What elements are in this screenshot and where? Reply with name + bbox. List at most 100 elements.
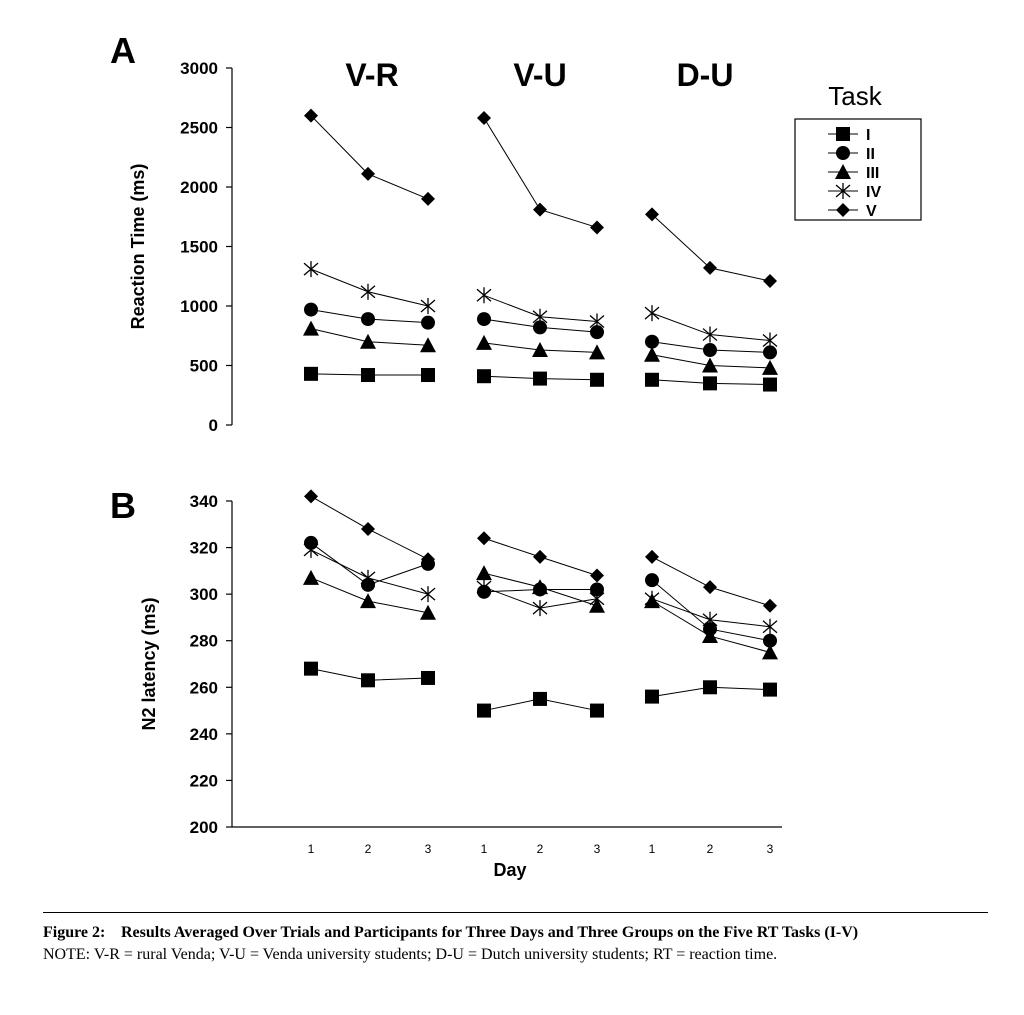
series-IV-point — [762, 332, 778, 349]
series-II-point — [477, 312, 491, 327]
y-tick-label: 240 — [190, 725, 218, 744]
group-label: V-R — [345, 57, 398, 93]
x-tick-label: 1 — [308, 842, 315, 856]
series-V-point — [703, 260, 717, 275]
series-II-point — [763, 345, 777, 360]
y-tick-label: 500 — [190, 357, 218, 376]
series-I-point — [703, 680, 717, 695]
series-II-point — [533, 320, 547, 335]
series-IV-line — [651, 312, 771, 342]
x-tick-label: 3 — [767, 842, 774, 856]
series-I-point — [763, 377, 777, 392]
series-IV-point — [303, 541, 319, 558]
y-tick-label: 320 — [190, 539, 218, 558]
series-V-point — [533, 202, 547, 217]
series-II-point — [645, 334, 659, 349]
series-I-point — [421, 368, 435, 383]
y-tick-label: 2500 — [180, 119, 218, 138]
legend-marker-V — [836, 203, 850, 217]
series-III-point — [476, 565, 492, 581]
legend-label: I — [866, 127, 870, 144]
series-V-line — [310, 115, 429, 200]
series-V-point — [477, 110, 491, 125]
legend-box — [794, 118, 922, 221]
series-III-point — [702, 628, 718, 644]
series-I-point — [533, 371, 547, 386]
series-III-point — [360, 593, 376, 609]
series-IV-point — [589, 313, 605, 330]
series-IV-point — [702, 326, 718, 343]
series-II-point — [421, 315, 435, 330]
y-tick-label: 260 — [190, 678, 218, 697]
x-tick-label: 1 — [481, 842, 488, 856]
series-III-point — [303, 320, 319, 336]
series-I-point — [361, 673, 375, 688]
series-V-point — [477, 531, 491, 546]
series-III-point — [762, 359, 778, 375]
y-tick-label: 2000 — [180, 178, 218, 197]
series-IV-point — [420, 298, 436, 314]
series-I-point — [645, 372, 659, 387]
series-V-point — [304, 108, 318, 123]
series-IV-point — [420, 586, 436, 603]
series-V-point — [763, 598, 777, 613]
series-III-point — [589, 344, 605, 360]
series-III-point — [702, 357, 718, 373]
series-II-point — [763, 633, 777, 648]
series-IV-point — [476, 579, 492, 596]
panel-label: A — [110, 30, 136, 71]
series-I-point — [421, 670, 435, 685]
series-I-point — [477, 369, 491, 384]
series-II-point — [361, 312, 375, 327]
series-V-point — [304, 489, 318, 504]
series-IV-point — [360, 569, 376, 586]
series-III-point — [532, 342, 548, 358]
x-tick-label: 1 — [649, 842, 656, 856]
series-I-point — [533, 691, 547, 706]
x-tick-label: 3 — [425, 842, 432, 856]
y-tick-label: 280 — [190, 632, 218, 651]
series-IV-point — [644, 305, 660, 322]
series-II-point — [304, 302, 318, 317]
series-IV-point — [532, 600, 548, 617]
figure-note: NOTE: V-R = rural Venda; V-U = Venda uni… — [43, 946, 778, 963]
series-V-point — [533, 549, 547, 564]
series-V-point — [361, 521, 375, 536]
series-II-point — [590, 582, 604, 597]
series-I-point — [361, 368, 375, 383]
series-I-point — [763, 682, 777, 697]
series-IV-point — [644, 590, 660, 607]
series-IV-point — [589, 590, 605, 607]
figure-number: Figure 2: — [43, 924, 106, 941]
series-V-point — [645, 549, 659, 564]
x-tick-label: 2 — [365, 842, 372, 856]
x-axis-label: Day — [493, 860, 526, 880]
group-label: D-U — [677, 57, 734, 93]
series-III-point — [420, 337, 436, 353]
series-I-point — [590, 703, 604, 718]
series-I-point — [645, 689, 659, 704]
series-I-point — [590, 372, 604, 387]
series-III-point — [420, 604, 436, 620]
series-V-point — [763, 274, 777, 289]
series-IV-point — [360, 283, 376, 300]
panel-label: B — [110, 485, 136, 526]
series-V-point — [590, 568, 604, 583]
legend-marker-III — [835, 164, 851, 179]
y-tick-label: 200 — [190, 818, 218, 837]
series-III-point — [532, 579, 548, 595]
legend-marker-I — [836, 127, 850, 141]
x-tick-label: 2 — [537, 842, 544, 856]
x-tick-label: 3 — [594, 842, 601, 856]
series-IV-point — [702, 611, 718, 628]
series-V-point — [361, 166, 375, 181]
series-III-point — [303, 569, 319, 585]
legend-label: IV — [866, 184, 881, 201]
legend-label: III — [866, 165, 879, 182]
y-tick-label: 0 — [209, 416, 218, 435]
series-IV-point — [303, 261, 319, 278]
group-label: V-U — [513, 57, 566, 93]
y-tick-label: 340 — [190, 492, 218, 511]
y-tick-label: 3000 — [180, 59, 218, 78]
